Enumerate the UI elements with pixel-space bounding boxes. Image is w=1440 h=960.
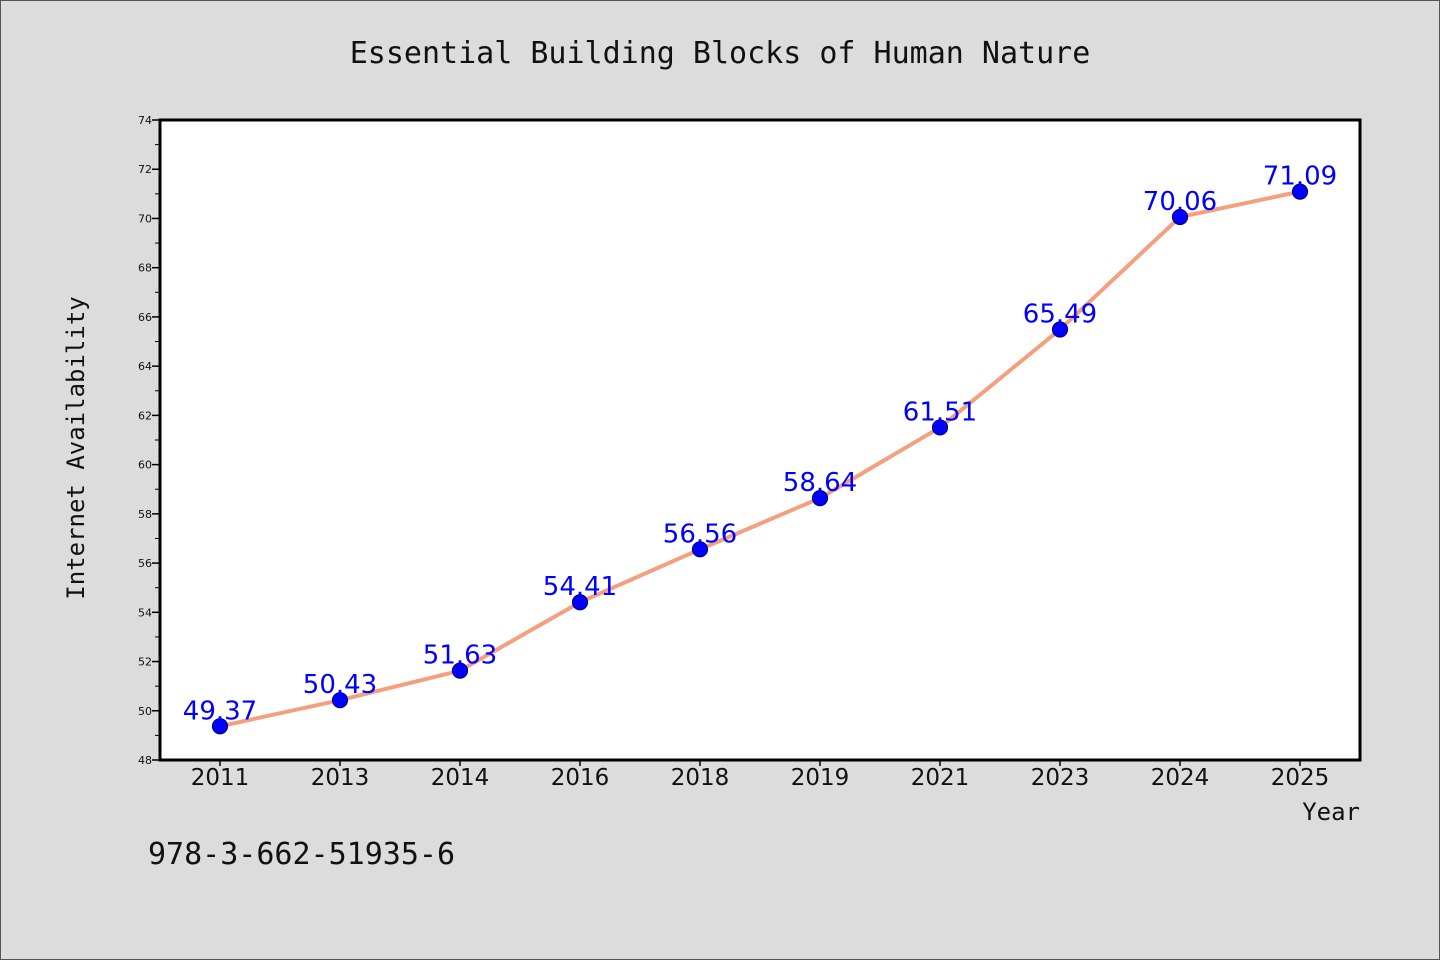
data-point [211, 718, 229, 735]
x-tick-label: 2021 [911, 765, 970, 791]
data-point [811, 489, 829, 507]
data-point [451, 662, 469, 679]
y-tick-label: 72 [138, 163, 152, 176]
data-label: 70.06 [1143, 187, 1217, 217]
x-tick-label: 2011 [191, 765, 250, 791]
x-tick-label: 2023 [1031, 765, 1090, 791]
data-point [331, 692, 349, 709]
y-tick-label: 70 [138, 212, 152, 225]
data-point [1171, 208, 1189, 226]
data-point [571, 594, 589, 611]
chart-title: Essential Building Blocks of Human Natur… [350, 36, 1091, 71]
data-labels: 49.37 50.43 51.63 54.41 56.56 58.64 61.51 65.49… [183, 162, 1337, 727]
y-tick-label: 58 [138, 508, 152, 521]
data-point [691, 541, 709, 558]
x-tick-label: 2019 [791, 765, 850, 791]
data-label: 50.43 [303, 670, 377, 700]
plot-area [158, 118, 1362, 762]
x-tick-label: 2013 [311, 765, 370, 791]
isbn-text: 978-3-662-51935-6 [148, 837, 455, 872]
x-axis-title: Year [1302, 798, 1360, 826]
data-point [931, 419, 949, 436]
data-label: 51.63 [423, 641, 497, 671]
data-point [1051, 321, 1069, 338]
y-tick-label: 68 [138, 262, 152, 275]
series-line [219, 189, 1301, 729]
x-tick-label: 2018 [671, 765, 730, 791]
data-label: 54.41 [543, 572, 617, 602]
y-axis-title: Internet Availability [62, 296, 90, 599]
y-tick-label: 64 [138, 360, 152, 373]
x-tick-label: 2016 [551, 765, 610, 791]
y-axis: 48 50 52 54 56 58 60 62 64 66 68 70 72 74 [138, 114, 160, 767]
y-tick-label: 74 [138, 114, 152, 127]
y-tick-label: 66 [138, 311, 152, 324]
series-markers [211, 183, 1309, 735]
data-label: 71.09 [1263, 162, 1337, 192]
x-tick-label: 2024 [1151, 765, 1210, 791]
data-label: 56.56 [663, 519, 737, 549]
data-label: 65.49 [1023, 299, 1097, 329]
y-tick-label: 52 [138, 656, 152, 669]
data-label: 58.64 [783, 468, 857, 498]
data-point [1291, 183, 1309, 200]
x-tick-label: 2014 [431, 765, 490, 791]
y-tick-label: 62 [138, 409, 152, 422]
x-axis: 2011 2013 2014 2016 2018 2019 2021 2023 2024 2025 [191, 760, 1330, 791]
y-tick-label: 56 [138, 557, 152, 570]
y-tick-label: 54 [138, 606, 152, 619]
data-label: 49.37 [183, 696, 257, 726]
y-tick-label: 50 [138, 705, 152, 718]
x-tick-label: 2025 [1271, 765, 1330, 791]
data-label: 61.51 [903, 397, 977, 427]
y-tick-label: 48 [138, 754, 152, 767]
y-tick-label: 60 [138, 459, 152, 472]
